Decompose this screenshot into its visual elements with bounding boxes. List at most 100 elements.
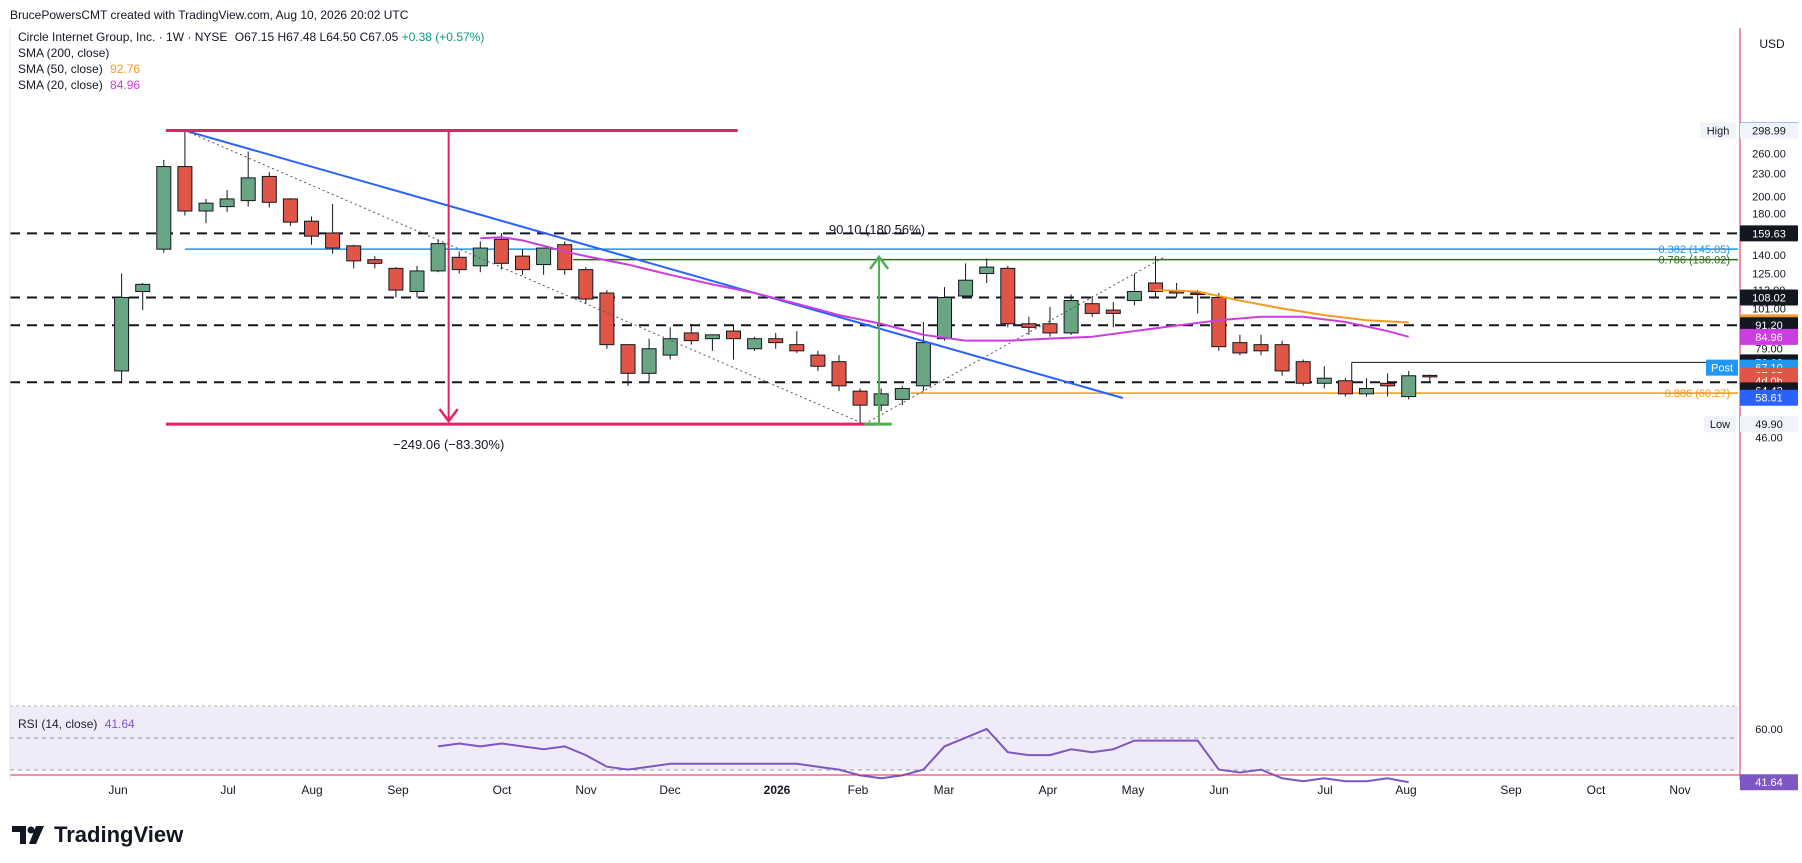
price-tick-label: 230.00 xyxy=(1752,169,1786,181)
fib-anchor-down xyxy=(184,130,865,425)
candle-down xyxy=(1211,296,1227,348)
candle-up xyxy=(240,177,256,202)
high-marker-box xyxy=(1700,122,1736,139)
candle-up xyxy=(1316,377,1332,384)
time-axis-label: Aug xyxy=(301,783,322,797)
sma20-value: 84.96 xyxy=(110,78,141,92)
price-label-text: 108.02 xyxy=(1752,292,1786,304)
time-axis-label: Feb xyxy=(848,783,869,797)
price-label-text: 84.96 xyxy=(1755,332,1783,344)
candle-up xyxy=(1126,291,1142,302)
candle-down xyxy=(1000,267,1016,325)
post-tag-text: Post xyxy=(1711,363,1733,375)
candle-down xyxy=(1337,380,1353,395)
time-axis-label: Jun xyxy=(1209,783,1228,797)
time-axis-label: Oct xyxy=(1587,783,1606,797)
time-axis-label: Nov xyxy=(1669,783,1690,797)
candle-down xyxy=(789,344,805,352)
sma20-line xyxy=(480,236,1409,342)
sma200-legend: SMA (200, close) xyxy=(18,46,109,60)
sma20-legend: SMA (20, close) 84.96 xyxy=(18,78,140,92)
symbol-legend: Circle Internet Group, Inc. · 1W · NYSE … xyxy=(18,30,484,44)
candle-down xyxy=(1105,309,1121,314)
candle-down xyxy=(683,332,699,342)
price-label-text: 298.99 xyxy=(1752,126,1786,138)
downtrend-line xyxy=(184,129,1124,399)
candle-up xyxy=(219,198,235,208)
fib-0382-label: 0.382 (145.05) xyxy=(1658,244,1730,256)
price-label-box xyxy=(1740,289,1798,306)
sma20-label: SMA (20, close) xyxy=(18,78,103,92)
candle-up xyxy=(114,296,130,372)
sma50-line xyxy=(1155,289,1409,324)
chart-header: BrucePowersCMT created with TradingView.… xyxy=(10,8,409,22)
rsi-tick-label: 60.00 xyxy=(1755,724,1783,736)
candle-down xyxy=(177,166,193,212)
candle-down xyxy=(304,220,319,237)
time-axis-label: Aug xyxy=(1395,783,1416,797)
candle-down xyxy=(810,354,826,367)
price-label-text: 58.61 xyxy=(1755,393,1783,405)
rsi-value-box xyxy=(1740,774,1798,791)
drop-arrow-head xyxy=(438,408,459,424)
low-marker-box xyxy=(1704,416,1736,433)
candle-down xyxy=(1021,323,1037,328)
candle-down xyxy=(620,344,636,374)
time-axis-label: Jul xyxy=(220,783,235,797)
time-axis-label: Jun xyxy=(108,783,127,797)
candle-down xyxy=(1380,382,1396,387)
price-tick-label: 125.00 xyxy=(1752,269,1786,281)
candle-up xyxy=(1359,387,1374,395)
candle-down xyxy=(451,256,467,271)
candle-down xyxy=(768,338,784,344)
sma50-label: SMA (50, close) xyxy=(18,62,103,76)
price-tick-label: 260.00 xyxy=(1752,148,1786,160)
sma50-value: 92.76 xyxy=(110,62,141,76)
low-marker-text: Low xyxy=(1710,419,1730,431)
sma50-legend: SMA (50, close) 92.76 xyxy=(18,62,140,76)
candle-down xyxy=(1042,323,1058,334)
ohlc-high: H67.48 xyxy=(277,30,317,44)
price-tick-label: 46.00 xyxy=(1755,432,1783,444)
price-label-box xyxy=(1740,416,1798,433)
ohlc-low: L64.50 xyxy=(319,30,357,44)
tradingview-logo: TradingView xyxy=(12,822,183,848)
candle-up xyxy=(156,166,172,250)
candle-up xyxy=(747,338,763,350)
candle-up xyxy=(873,393,889,406)
fib-0886-label: 0.886 (60.27) xyxy=(1665,388,1730,400)
candle-up xyxy=(894,387,910,400)
candle-down xyxy=(1295,361,1311,384)
candle-down xyxy=(1422,374,1438,378)
candle-up xyxy=(430,243,446,272)
high-marker-text: High xyxy=(1707,126,1730,138)
time-axis-label: Sep xyxy=(1500,783,1522,797)
candle-down xyxy=(599,292,615,346)
candle-down xyxy=(367,259,383,264)
brand-name: TradingView xyxy=(54,822,184,847)
time-axis-label: May xyxy=(1122,783,1145,797)
candle-up xyxy=(198,202,214,212)
currency-label: USD xyxy=(1759,37,1785,51)
price-tick-label: 200.00 xyxy=(1752,191,1786,203)
rsi-line xyxy=(437,727,1409,784)
candle-down xyxy=(1274,344,1290,372)
price-tick-label: 79.00 xyxy=(1755,344,1783,356)
candle-down xyxy=(852,390,868,406)
candle-down xyxy=(1148,282,1163,293)
candle-up xyxy=(958,279,974,297)
candle-up xyxy=(915,342,931,387)
candle-up xyxy=(704,334,720,340)
candle-down xyxy=(726,330,741,340)
time-axis-label: Dec xyxy=(659,783,680,797)
candle-down xyxy=(346,245,362,262)
rsi-value-text: 41.64 xyxy=(1755,777,1783,789)
rsi-legend: RSI (14, close) 41.64 xyxy=(18,717,135,731)
time-axis-label: Jul xyxy=(1317,783,1332,797)
candle-down xyxy=(1232,342,1248,354)
rise-arrow-head xyxy=(869,254,890,270)
candle-down xyxy=(1084,303,1100,314)
candle-up xyxy=(135,283,151,293)
candle-down xyxy=(515,255,530,271)
